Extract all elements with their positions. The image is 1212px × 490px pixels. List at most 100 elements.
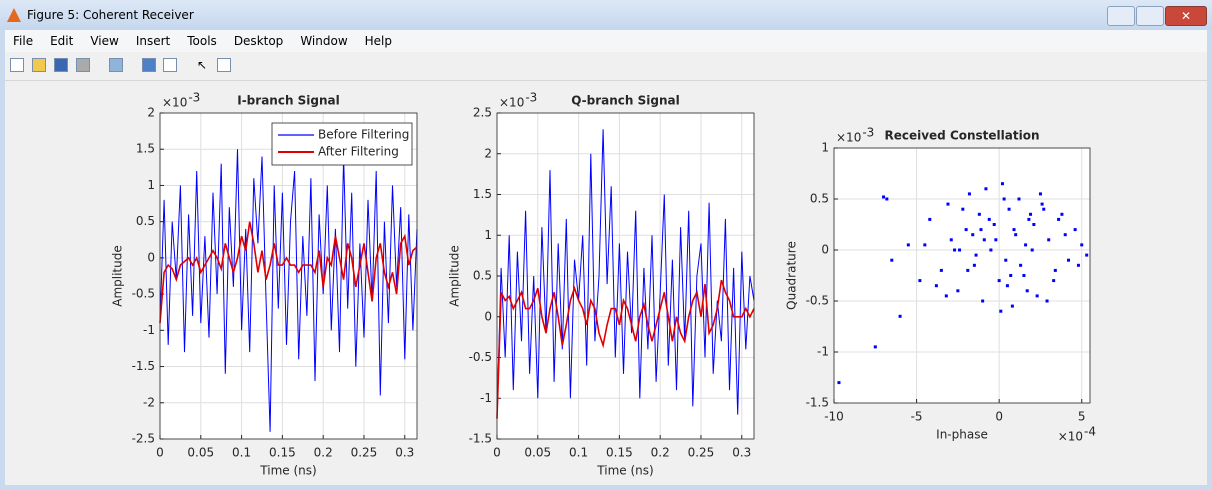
chart-title: I-branch Signal (237, 94, 340, 108)
x-tick-label: 0.1 (569, 446, 588, 460)
y-tick-label: 1.5 (473, 187, 492, 201)
y-tick-label: 1 (147, 178, 155, 192)
menu-item[interactable]: File (13, 34, 34, 48)
x-tick-label: 0 (493, 446, 501, 460)
x-tick-label: 0.25 (688, 446, 715, 460)
scatter-point (971, 233, 975, 237)
chart-title: Received Constellation (884, 129, 1039, 143)
scatter-point (928, 217, 932, 221)
scatter-point (1067, 258, 1071, 262)
scatter-point (1010, 304, 1014, 308)
window-title: Figure 5: Coherent Receiver (27, 8, 194, 22)
scatter-point (1063, 233, 1067, 237)
x-tick-label: 5 (1078, 410, 1086, 424)
x-tick-label: -5 (911, 410, 923, 424)
menu-item[interactable]: View (90, 34, 119, 48)
x-tick-label: 0.2 (651, 446, 670, 460)
scatter-point (982, 238, 986, 242)
y-tick-label: 2.5 (473, 106, 492, 120)
scatter-point (885, 197, 889, 201)
scatter-point (999, 309, 1003, 313)
series-line (159, 149, 418, 432)
legend-box (271, 122, 413, 166)
menu-item[interactable]: Insert (135, 34, 171, 48)
axis-exponent-base: ×10 (499, 96, 524, 110)
link-button[interactable] (109, 58, 123, 72)
series-line (496, 129, 755, 415)
x-tick-label: 0 (995, 410, 1003, 424)
y-tick-label: -0.5 (806, 294, 829, 308)
scatter-point (961, 207, 965, 211)
axis-exponent: -3 (862, 126, 874, 140)
y-tick-label: 0.5 (473, 269, 492, 283)
scatter-point (989, 248, 993, 252)
axes-box (496, 112, 755, 440)
scatter-point (974, 253, 978, 257)
scatter-point (1085, 253, 1089, 257)
axis-exponent: -3 (188, 91, 200, 105)
y-tick-label: -2 (143, 395, 155, 409)
y-tick-label: 0.5 (136, 214, 155, 228)
scatter-point (1000, 182, 1004, 186)
colorbar-button[interactable] (142, 58, 156, 72)
scatter-point (1029, 212, 1033, 216)
x-tick-label: 0.15 (269, 446, 296, 460)
series-line (159, 221, 418, 324)
legend-label: Before Filtering (318, 128, 409, 142)
series-line (496, 279, 755, 419)
chart-title: Q-branch Signal (571, 94, 680, 108)
y-tick-label: 0 (484, 309, 492, 323)
plot-tools-button[interactable] (217, 58, 231, 72)
scatter-point (994, 238, 998, 242)
scatter-point (1073, 228, 1077, 232)
scatter-point (1022, 274, 1026, 277)
pointer-button[interactable]: ↖ (197, 58, 208, 72)
print-button[interactable] (76, 58, 90, 72)
scatter-point (1053, 268, 1057, 272)
scatter-point (1012, 228, 1016, 232)
new-button[interactable] (10, 58, 24, 72)
x-axis-label: Time (ns) (259, 464, 316, 478)
menu-item[interactable]: Help (364, 34, 392, 48)
scatter-point (1027, 217, 1031, 221)
scatter-point (873, 345, 877, 349)
scatter-point (997, 279, 1001, 283)
x-tick-label: -10 (824, 410, 844, 424)
scatter-point (1038, 192, 1042, 196)
scatter-point (1030, 248, 1034, 252)
legend-button[interactable] (163, 58, 177, 72)
x-tick-label: 0.1 (232, 446, 251, 460)
scatter-point (964, 228, 968, 232)
save-button[interactable] (54, 58, 68, 72)
scatter-point (1035, 294, 1039, 298)
y-tick-label: -1.5 (806, 396, 829, 410)
minimize-button[interactable] (1107, 6, 1135, 26)
scatter-point (882, 195, 886, 199)
x-tick-label: 0.05 (524, 446, 551, 460)
menu-item[interactable]: Desktop (233, 34, 284, 48)
x-tick-label: 0.05 (187, 446, 214, 460)
scatter-point (1024, 243, 1028, 247)
scatter-point (1009, 274, 1013, 277)
toolbar: ↖ (5, 52, 1207, 81)
menu-item[interactable]: Edit (50, 34, 74, 48)
scatter-point (918, 279, 922, 283)
scatter-point (1019, 263, 1023, 267)
close-button[interactable]: ✕ (1165, 6, 1207, 26)
scatter-point (1005, 284, 1009, 288)
menu-item[interactable]: Window (300, 34, 348, 48)
scatter-point (1052, 279, 1056, 283)
scatter-point (890, 258, 894, 262)
maximize-button[interactable] (1136, 6, 1164, 26)
scatter-point (1014, 233, 1018, 237)
scatter-point (958, 248, 962, 252)
title-bar: Figure 5: Coherent Receiver ✕ (0, 0, 1212, 30)
open-button[interactable] (32, 58, 46, 72)
menu-item[interactable]: Tools (187, 34, 217, 48)
axis-exponent-base: ×10 (1058, 430, 1083, 444)
y-tick-label: 0 (821, 243, 829, 257)
legend-label: After Filtering (318, 145, 399, 159)
scatter-point (906, 243, 910, 247)
